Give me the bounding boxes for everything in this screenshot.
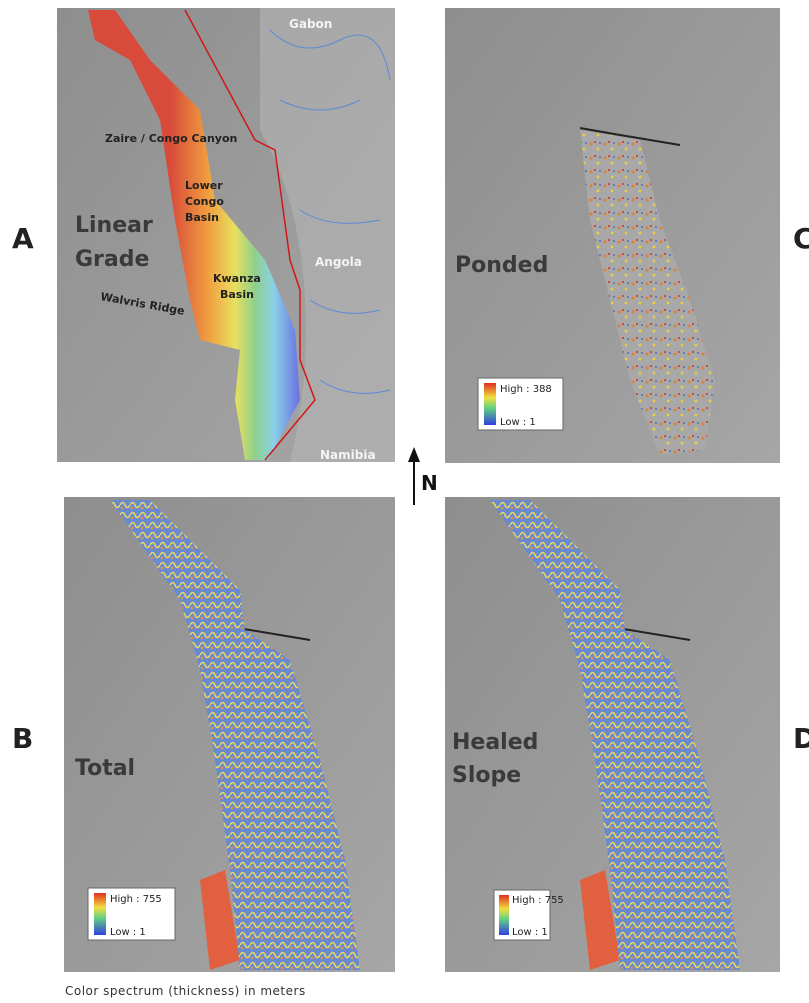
canyon	[579, 127, 681, 146]
thickness-area	[88, 10, 300, 460]
panel-a: Linear Grade Gabon Zaire / Congo Canyon …	[57, 8, 395, 462]
legend-ramp	[499, 895, 509, 935]
place-label: Angola	[315, 255, 362, 269]
panel-letter: B	[12, 722, 33, 755]
legend-label: High : 388	[500, 384, 552, 395]
panel-title: Healed	[452, 730, 538, 755]
panel-title: Linear	[75, 213, 153, 238]
panel-title: Total	[75, 756, 135, 781]
place-label: Basin	[185, 211, 219, 224]
legend-label: Low : 1	[110, 927, 146, 938]
place-label: Basin	[220, 288, 254, 301]
rivers	[269, 29, 391, 394]
place-label: Lower	[185, 179, 223, 192]
north-label: N	[421, 471, 438, 495]
legend-ramp	[94, 893, 106, 935]
legend-label: High : 755	[110, 894, 162, 905]
panel-letter: A	[12, 222, 34, 255]
panel-d: Healed Slope High : 755 Low : 1	[445, 497, 780, 972]
coastline	[184, 9, 316, 461]
place-label: Congo	[185, 195, 224, 208]
thickness-area	[490, 500, 740, 970]
north-arrowhead	[408, 447, 420, 462]
land	[260, 8, 395, 462]
panel-c: Ponded High : 388 Low : 1	[445, 8, 780, 463]
panel-title: Ponded	[455, 253, 548, 278]
legend-label: Low : 1	[512, 927, 548, 938]
legend-label: Low : 1	[500, 417, 536, 428]
panel-letter: D	[793, 722, 809, 755]
legend-ramp	[484, 383, 496, 425]
thickness-edge	[200, 870, 240, 970]
place-label: Gabon	[289, 17, 332, 31]
thickness-edge	[580, 870, 620, 970]
place-label: Zaire / Congo Canyon	[105, 132, 237, 145]
caption: Color spectrum (thickness) in meters	[65, 984, 306, 998]
legend-label: High : 755	[512, 895, 564, 906]
panel-title: Slope	[452, 763, 521, 788]
thickness-area	[580, 130, 715, 455]
thickness-area	[110, 500, 360, 970]
panel-b: Total High : 755 Low : 1	[64, 497, 395, 972]
place-label: Namibia	[320, 448, 376, 462]
panel-letter: C	[793, 222, 809, 255]
panel-title: Grade	[75, 247, 149, 272]
place-label: Kwanza	[213, 272, 261, 285]
